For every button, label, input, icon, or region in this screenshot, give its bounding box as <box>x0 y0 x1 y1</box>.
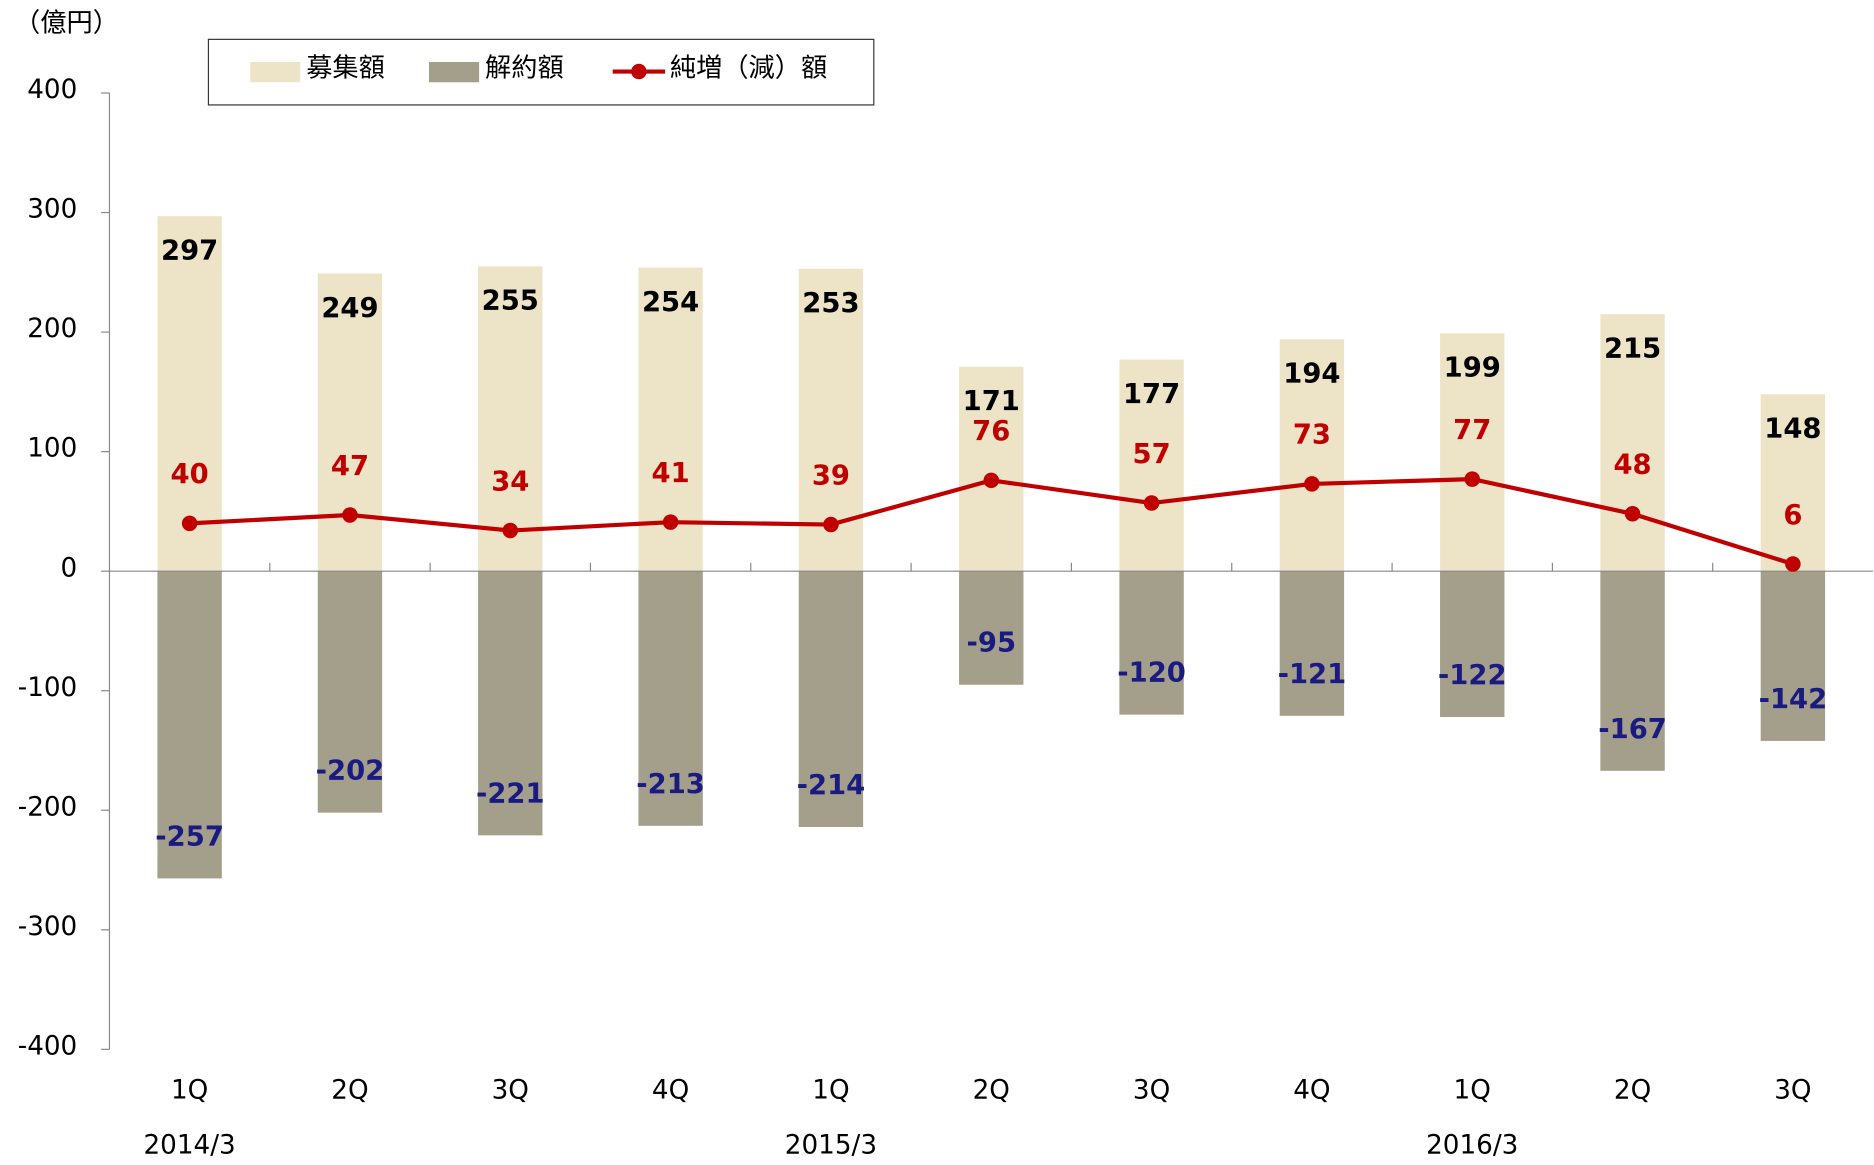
value-label: 77 <box>1453 415 1491 446</box>
value-label: 41 <box>652 458 690 489</box>
value-label: 48 <box>1613 450 1651 481</box>
y-tick-label: 0 <box>61 553 78 583</box>
value-label: 194 <box>1283 359 1340 390</box>
value-label: 215 <box>1604 333 1661 364</box>
bar <box>478 266 543 572</box>
legend-swatch <box>429 62 480 83</box>
value-label: 171 <box>963 386 1020 417</box>
bar <box>157 571 222 879</box>
x-tick-label: 2Q <box>1614 1076 1651 1106</box>
bar <box>1279 339 1345 572</box>
marker <box>181 515 198 532</box>
y-tick-label: 300 <box>27 195 77 225</box>
value-label: -95 <box>966 628 1016 659</box>
x-tick-label: 1Q <box>171 1076 208 1106</box>
value-label: 57 <box>1133 439 1171 470</box>
x-tick-label: 3Q <box>1774 1076 1811 1106</box>
bar <box>798 571 864 827</box>
bar <box>1600 571 1665 771</box>
legend-label: 解約額 <box>485 54 564 84</box>
bar <box>1760 394 1826 572</box>
legend-box <box>207 38 875 106</box>
value-label: -142 <box>1759 684 1828 715</box>
value-label: 297 <box>161 235 218 266</box>
marker <box>983 472 1000 489</box>
marker <box>1785 556 1801 572</box>
value-label: 76 <box>972 416 1010 447</box>
value-label: -214 <box>797 770 866 801</box>
x-group-label: 2016/3 <box>1426 1130 1518 1160</box>
value-label: -221 <box>476 778 545 809</box>
value-label: 253 <box>802 288 859 319</box>
marker <box>662 514 679 530</box>
bar <box>959 366 1024 572</box>
x-tick-label: 4Q <box>1293 1076 1330 1106</box>
value-label: -213 <box>636 769 705 800</box>
x-tick-label: 1Q <box>812 1076 849 1106</box>
legend-marker <box>631 63 647 80</box>
value-label: 177 <box>1123 379 1180 410</box>
x-tick-label: 1Q <box>1454 1076 1491 1106</box>
value-label: -257 <box>155 821 224 852</box>
x-group-label: 2014/3 <box>143 1130 235 1160</box>
x-tick-label: 2Q <box>331 1076 368 1106</box>
value-label: 148 <box>1764 414 1821 445</box>
value-label: 255 <box>482 286 539 317</box>
x-tick-label: 3Q <box>1133 1076 1170 1106</box>
marker <box>823 516 839 533</box>
value-label: 34 <box>491 466 529 497</box>
value-label: 254 <box>642 287 699 318</box>
bar <box>1760 571 1826 741</box>
bar <box>317 571 383 813</box>
marker <box>502 522 519 539</box>
marker <box>342 507 358 523</box>
y-tick-label: 100 <box>27 434 77 464</box>
marker <box>1624 506 1641 522</box>
bar <box>1279 571 1345 716</box>
value-label: -122 <box>1438 660 1507 691</box>
x-tick-label: 3Q <box>492 1076 529 1106</box>
y-tick-label: -300 <box>18 912 78 942</box>
y-tick-label: 200 <box>27 314 77 344</box>
value-label: 47 <box>331 451 369 482</box>
value-label: 40 <box>171 459 209 490</box>
marker <box>1304 476 1320 492</box>
value-label: -167 <box>1598 714 1667 745</box>
value-label: 39 <box>812 460 850 491</box>
legend-label: 募集額 <box>306 54 385 84</box>
bar <box>1440 333 1505 572</box>
unit-label: （億円） <box>14 8 119 38</box>
value-label: 73 <box>1293 420 1331 451</box>
legend-label: 純増（減）額 <box>670 54 827 84</box>
value-label: 249 <box>321 293 378 324</box>
bar <box>478 571 543 836</box>
x-group-label: 2015/3 <box>785 1130 877 1160</box>
y-tick-label: 400 <box>27 75 77 105</box>
y-tick-label: -200 <box>18 792 78 822</box>
value-label: -202 <box>316 756 385 787</box>
marker <box>1464 471 1480 487</box>
legend-swatch <box>250 62 301 83</box>
bar <box>1119 571 1184 715</box>
bar <box>959 571 1024 685</box>
x-tick-label: 4Q <box>652 1076 689 1106</box>
bar <box>1440 571 1505 718</box>
marker <box>1143 495 1160 511</box>
y-tick-label: -400 <box>18 1031 78 1061</box>
bar <box>638 571 703 826</box>
x-tick-label: 2Q <box>973 1076 1010 1106</box>
bar <box>157 216 222 572</box>
value-label: 199 <box>1444 353 1501 384</box>
value-label: -121 <box>1278 659 1347 690</box>
y-tick-label: -100 <box>18 673 78 703</box>
value-label: 6 <box>1783 500 1802 531</box>
value-label: -120 <box>1117 658 1186 689</box>
bar <box>1119 359 1184 572</box>
bar <box>1600 314 1665 572</box>
